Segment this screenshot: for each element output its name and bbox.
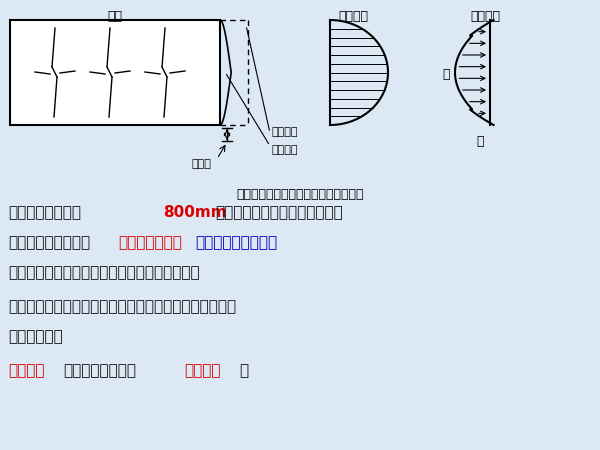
Text: 在构件表面通常呈: 在构件表面通常呈 <box>63 363 136 378</box>
Text: 构件外周温度较低，: 构件外周温度较低， <box>195 235 277 250</box>
Text: 拉应变: 拉应变 <box>192 159 212 169</box>
Text: 构件最小尺寸大于: 构件最小尺寸大于 <box>8 205 81 220</box>
Text: 面产生裂缝。: 面产生裂缝。 <box>8 329 63 344</box>
Text: 直交状况: 直交状况 <box>184 363 221 378</box>
Text: 温度分布: 温度分布 <box>338 10 368 23</box>
Text: 内外温差很大，引起内外混凝土膨胀变形差异。: 内外温差很大，引起内外混凝土膨胀变形差异。 <box>8 265 200 280</box>
Text: 内部混凝土膨胀受到外部混凝土的变形约束，而使构件表: 内部混凝土膨胀受到外部混凝土的变形约束，而使构件表 <box>8 299 236 314</box>
Text: 变形: 变形 <box>107 10 122 23</box>
Text: 自由变形: 自由变形 <box>272 127 299 137</box>
Text: 时，通常认为是大体积混凝土。: 时，通常认为是大体积混凝土。 <box>215 205 343 220</box>
Text: 压: 压 <box>442 68 449 81</box>
Text: 800mm: 800mm <box>163 205 227 220</box>
Text: 。: 。 <box>239 363 248 378</box>
Text: 应力分布: 应力分布 <box>470 10 500 23</box>
Text: 内部温度较大，: 内部温度较大， <box>118 235 182 250</box>
Text: 拉: 拉 <box>476 135 484 148</box>
Text: 大体积混凝土的温度、应力分布和裂缝: 大体积混凝土的温度、应力分布和裂缝 <box>236 188 364 201</box>
Text: 对于大体积混凝土，: 对于大体积混凝土， <box>8 235 90 250</box>
Text: 这种裂缝: 这种裂缝 <box>8 363 44 378</box>
Bar <box>10 20 220 125</box>
Text: 实际变形: 实际变形 <box>272 145 299 155</box>
